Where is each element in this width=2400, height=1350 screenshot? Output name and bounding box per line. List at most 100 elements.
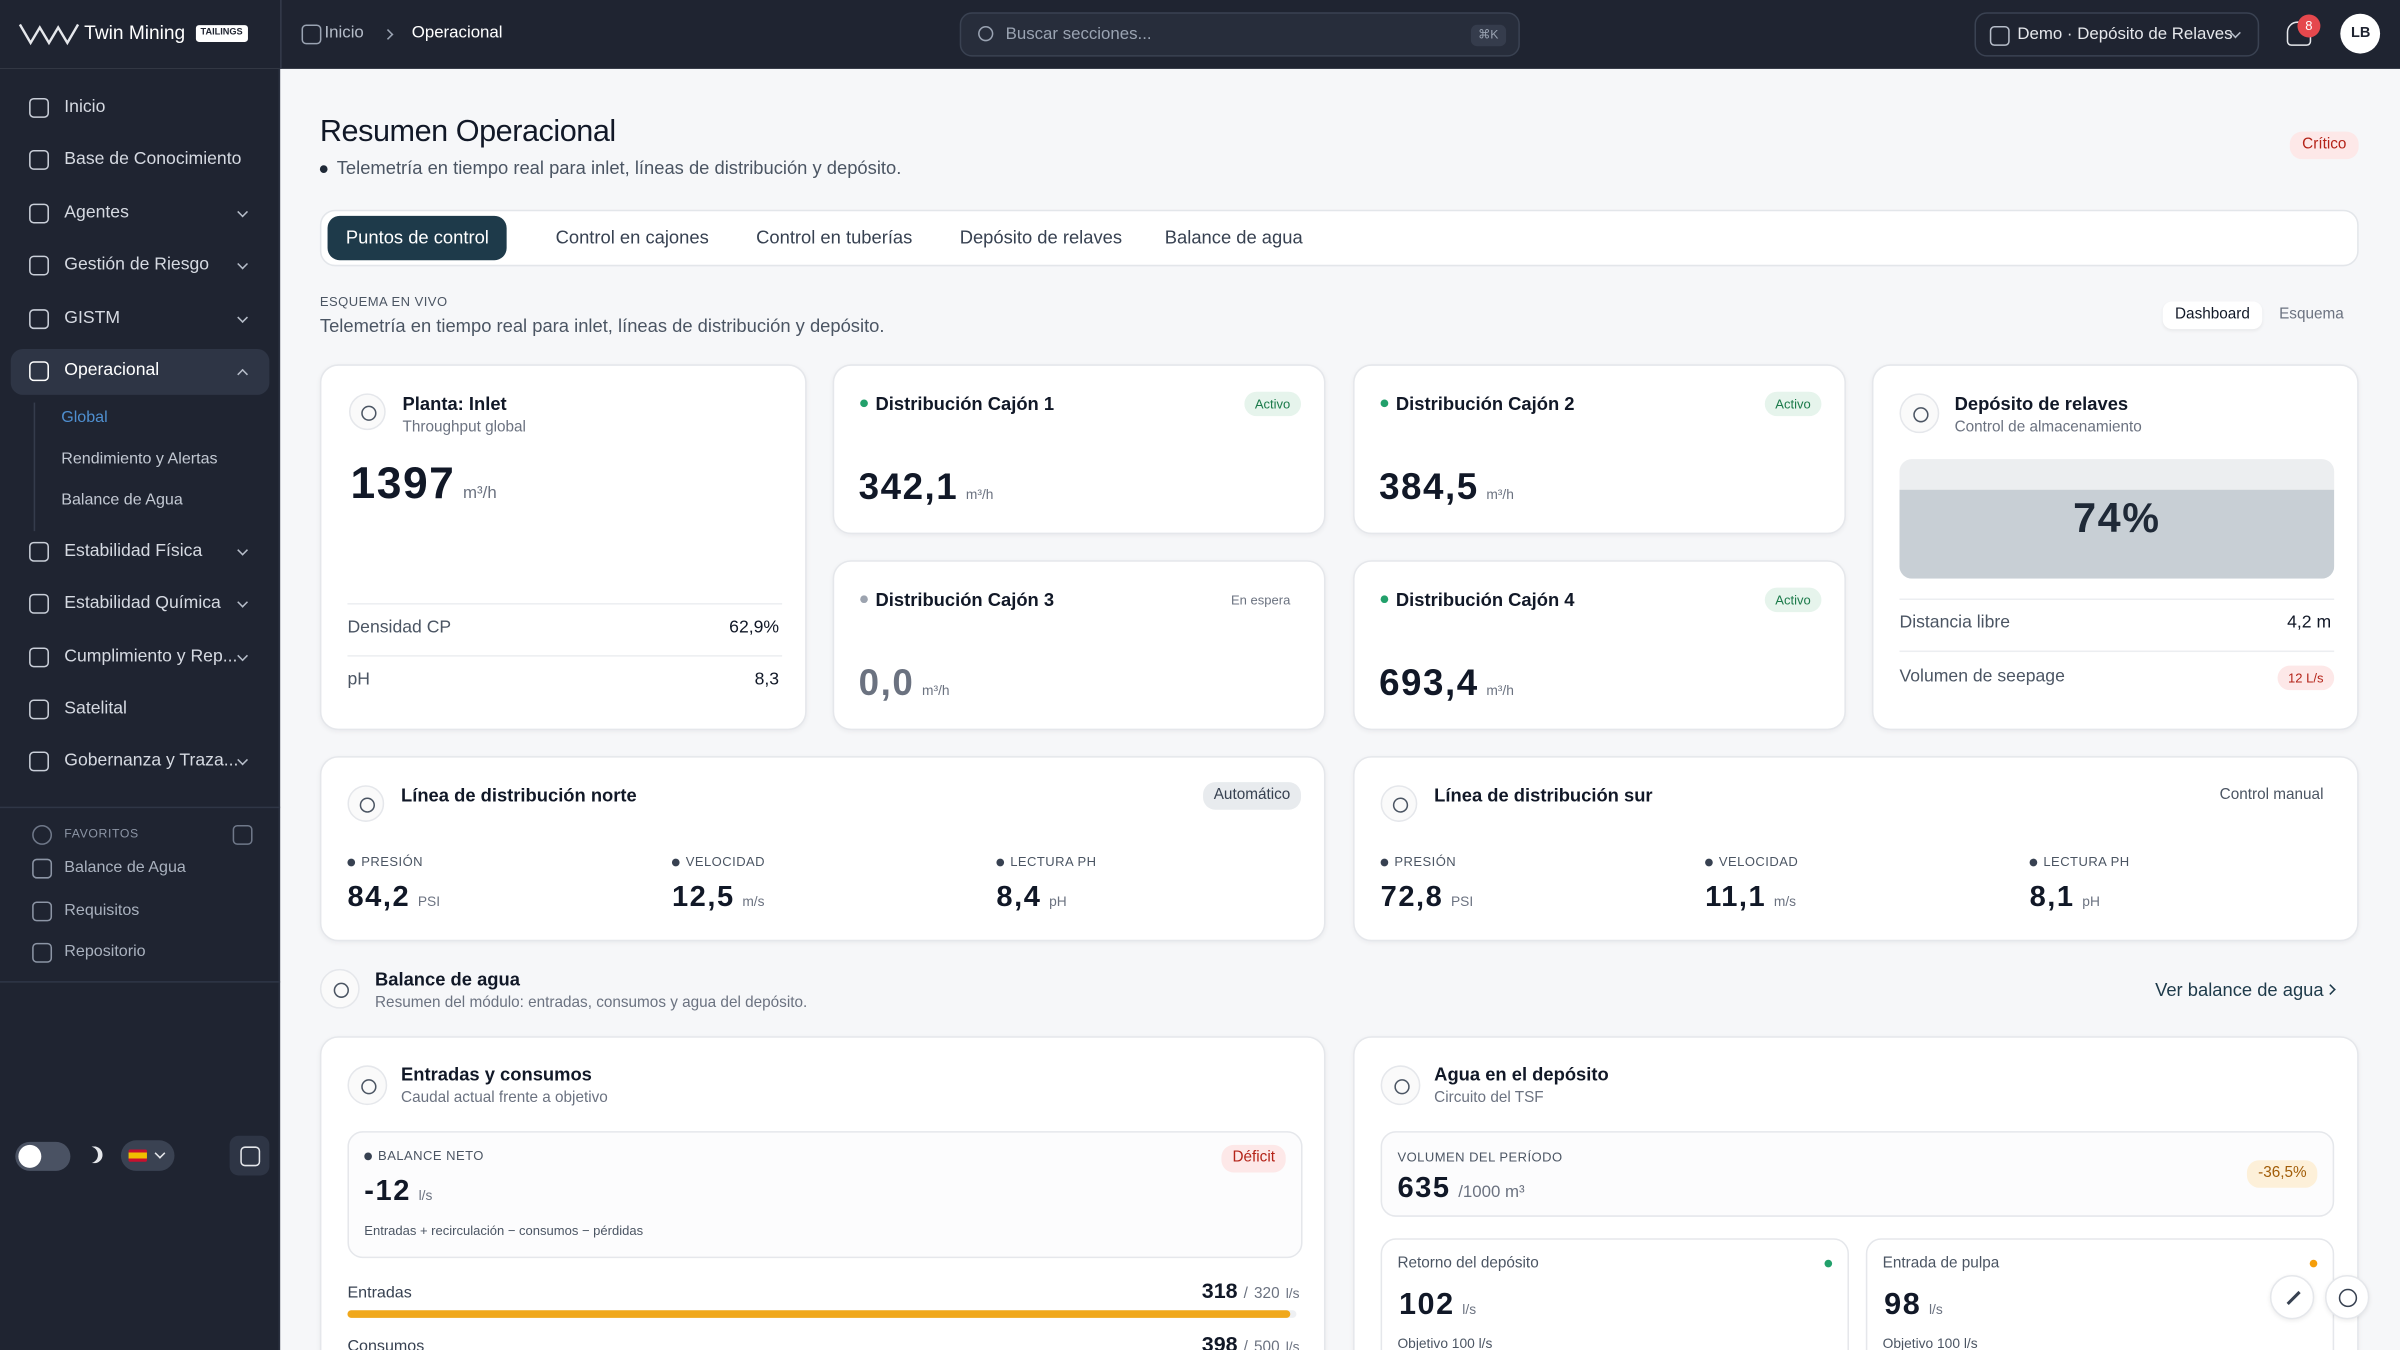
value: 11,1 bbox=[1705, 881, 1767, 914]
view-toggle[interactable]: Esquema bbox=[2279, 306, 2344, 323]
card-title: Entradas y consumos bbox=[401, 1063, 592, 1085]
link[interactable]: Ver balance de agua bbox=[2155, 979, 2324, 1001]
icon bbox=[240, 1146, 261, 1167]
tab[interactable]: Balance de agua bbox=[1164, 226, 1303, 248]
notification-count: 8 bbox=[2297, 14, 2321, 38]
unit: l/s bbox=[1285, 1339, 1300, 1350]
card: Distribución Cajón 3 En espera 0,0 m³/h bbox=[832, 560, 1326, 731]
favorite-item[interactable]: Repositorio bbox=[64, 942, 146, 961]
status-dot bbox=[347, 858, 356, 867]
logo bbox=[18, 23, 80, 46]
theme-toggle[interactable] bbox=[15, 1141, 71, 1171]
nav-item[interactable]: Gestión de Riesgo bbox=[11, 244, 270, 290]
card: Entradas y consumos Caudal actual frente … bbox=[319, 1036, 1326, 1350]
favorite-item[interactable]: Balance de Agua bbox=[64, 858, 186, 877]
nav-item[interactable]: Estabilidad Química bbox=[11, 582, 270, 628]
nav-label: GISTM bbox=[64, 308, 121, 328]
status-badge: Activo bbox=[1764, 391, 1822, 417]
icon-badge bbox=[319, 968, 360, 1009]
schema-text: Telemetría en tiempo real para inlet, lí… bbox=[319, 315, 885, 337]
unit: pH bbox=[2082, 893, 2100, 910]
value: 8,4 bbox=[996, 881, 1042, 914]
card-subtitle: Circuito del TSF bbox=[1434, 1089, 1544, 1107]
icon-badge bbox=[347, 785, 385, 822]
value: 318 bbox=[1201, 1278, 1238, 1303]
icon bbox=[2338, 1288, 2358, 1308]
avatar[interactable]: LB bbox=[2340, 13, 2381, 54]
unit: m³/h bbox=[463, 484, 497, 503]
nav-item[interactable]: Inicio bbox=[11, 86, 270, 132]
status-badge: Activo bbox=[1764, 587, 1822, 613]
sub-nav-item[interactable]: Rendimiento y Alertas bbox=[61, 449, 218, 468]
moon-icon[interactable] bbox=[86, 1146, 103, 1163]
tab[interactable]: Control en cajones bbox=[555, 226, 709, 248]
sub-nav-item[interactable]: Balance de Agua bbox=[61, 490, 183, 510]
icon bbox=[29, 751, 49, 772]
status-dot bbox=[364, 1152, 372, 1161]
view-toggle[interactable]: Dashboard bbox=[2162, 301, 2263, 330]
icon bbox=[29, 97, 49, 118]
unit: l/s bbox=[1928, 1301, 1943, 1318]
value: 342,1 bbox=[858, 466, 959, 509]
edit-button[interactable] bbox=[2269, 1275, 2315, 1320]
brand: Twin Mining bbox=[84, 22, 186, 44]
metric-value: 12,5 m/s bbox=[672, 882, 765, 916]
card: Agua en el depósito Circuito del TSF VOLUM… bbox=[1353, 1036, 2359, 1350]
language-select[interactable] bbox=[120, 1140, 175, 1171]
icon bbox=[301, 24, 322, 45]
nav-label: Cumplimiento y Rep... bbox=[64, 646, 238, 666]
nav-item[interactable]: GISTM bbox=[11, 296, 270, 342]
net-status: Déficit bbox=[1221, 1144, 1286, 1173]
value: 8,1 bbox=[2029, 881, 2075, 914]
flow-value: 384,5 m³/h bbox=[1379, 467, 1514, 510]
icon bbox=[29, 699, 49, 720]
icon-badge bbox=[1380, 785, 1418, 822]
chevron bbox=[237, 754, 249, 766]
value: 84,2 bbox=[347, 881, 411, 914]
nav-item[interactable]: Cumplimiento y Rep... bbox=[11, 635, 270, 681]
separator: / bbox=[1243, 1285, 1248, 1303]
search-icon bbox=[978, 26, 994, 42]
nav-item[interactable]: Agentes bbox=[11, 191, 270, 237]
nav-item[interactable]: Operacional bbox=[10, 348, 270, 395]
volume-box: VOLUMEN DEL PERÍODO 635/1000 m³ -36,5% bbox=[1380, 1131, 2335, 1217]
collapse-button[interactable] bbox=[229, 1135, 270, 1176]
favorite-item[interactable]: Requisitos bbox=[64, 900, 140, 919]
card: Depósito de relaves Control de almacenami… bbox=[1871, 364, 2359, 731]
icon bbox=[32, 825, 53, 845]
tab[interactable]: Depósito de relaves bbox=[959, 226, 1123, 248]
unit: m³/h bbox=[1486, 486, 1514, 503]
unit: m³/h bbox=[1486, 682, 1514, 698]
icon-badge bbox=[1899, 393, 1940, 434]
chevron bbox=[154, 1147, 166, 1159]
help-button[interactable] bbox=[2325, 1275, 2370, 1320]
sub-nav-rail bbox=[33, 402, 36, 532]
metric-label: LECTURA PH bbox=[1010, 853, 1097, 870]
bar-value: 398 / 500 l/s bbox=[1202, 1332, 1300, 1350]
topbar-divider bbox=[280, 0, 282, 69]
avatar-initials: LB bbox=[2351, 24, 2371, 42]
tab[interactable]: Puntos de control bbox=[327, 215, 508, 261]
row-value: 62,9% bbox=[729, 618, 780, 637]
workspace-label: Demo · Depósito de Relaves bbox=[2017, 25, 2233, 44]
row-label: Volumen de seepage bbox=[1899, 667, 2065, 686]
breadcrumb-link[interactable]: Inicio bbox=[324, 23, 364, 42]
nav-label: Inicio bbox=[64, 98, 106, 117]
tab[interactable]: Control en tuberías bbox=[756, 226, 913, 248]
icon bbox=[32, 900, 53, 921]
workspace-select[interactable]: Demo · Depósito de Relaves bbox=[1974, 12, 2260, 57]
search-box[interactable]: Buscar secciones... ⌘K bbox=[959, 12, 1520, 57]
flow-box: Entrada de pulpa 98 l/s Objetivo 100 l/s bbox=[1865, 1238, 2335, 1350]
sub-nav-item[interactable]: Global bbox=[61, 408, 108, 427]
icon bbox=[361, 405, 377, 421]
bar-label: Entradas bbox=[347, 1283, 412, 1303]
nav-item[interactable]: Gobernanza y Traza... bbox=[11, 740, 270, 786]
icon-badge bbox=[347, 1065, 388, 1106]
status-dot bbox=[1705, 858, 1713, 867]
card-title: Distribución Cajón 1 bbox=[875, 393, 1055, 415]
card-title: Distribución Cajón 3 bbox=[875, 588, 1055, 611]
unit: m/s bbox=[1773, 893, 1797, 910]
nav-item[interactable]: Base de Conocimiento bbox=[11, 138, 270, 184]
nav-item[interactable]: Estabilidad Física bbox=[11, 530, 270, 576]
nav-item[interactable]: Satelital bbox=[11, 687, 270, 733]
